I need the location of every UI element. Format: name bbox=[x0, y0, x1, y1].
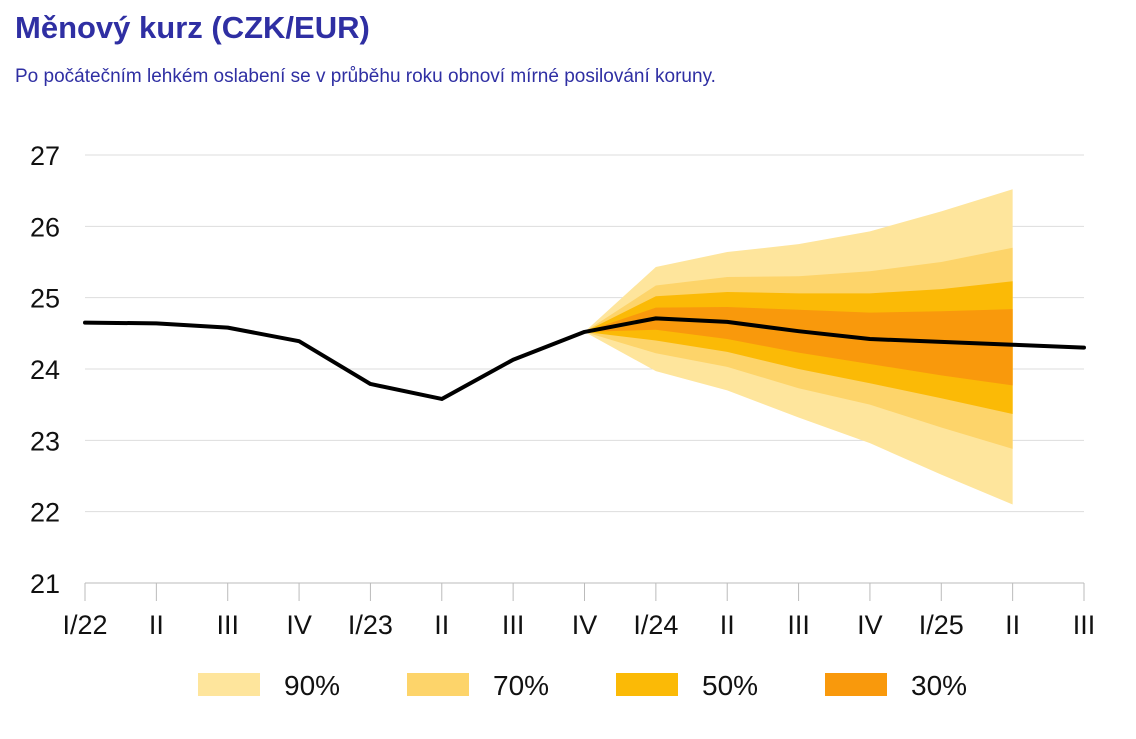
chart-subtitle: Po počátečním lehkém oslabení se v průbě… bbox=[15, 66, 716, 87]
x-tick-label: III bbox=[787, 610, 810, 640]
y-tick-label: 21 bbox=[30, 569, 60, 599]
x-tick-label: II bbox=[1005, 610, 1020, 640]
legend-label: 90% bbox=[284, 670, 340, 701]
y-tick-label: 24 bbox=[30, 355, 60, 385]
x-tick-label: I/24 bbox=[633, 610, 678, 640]
x-tick-label: II bbox=[149, 610, 164, 640]
x-tick-label: IV bbox=[857, 610, 883, 640]
legend-label: 70% bbox=[493, 670, 549, 701]
x-tick-label: III bbox=[216, 610, 239, 640]
x-tick-label: I/23 bbox=[348, 610, 393, 640]
y-tick-label: 27 bbox=[30, 141, 60, 171]
legend-label: 30% bbox=[911, 670, 967, 701]
chart-title: Měnový kurz (CZK/EUR) bbox=[15, 10, 370, 45]
legend: 90% 70% 50% 30% bbox=[198, 670, 967, 701]
y-tick-label: 22 bbox=[30, 498, 60, 528]
series-lines bbox=[83, 316, 1086, 401]
y-tick-label: 23 bbox=[30, 426, 60, 456]
legend-swatch bbox=[825, 673, 887, 696]
x-tick-label: IV bbox=[572, 610, 598, 640]
x-tick-label: III bbox=[1073, 610, 1096, 640]
legend-swatch bbox=[616, 673, 678, 696]
x-tick-label: IV bbox=[286, 610, 312, 640]
x-tick-label: II bbox=[720, 610, 735, 640]
legend-swatch bbox=[407, 673, 469, 696]
x-tick-label: I/25 bbox=[919, 610, 964, 640]
legend-label: 50% bbox=[702, 670, 758, 701]
x-tick-label: II bbox=[434, 610, 449, 640]
legend-swatch bbox=[198, 673, 260, 696]
fan-band-30pct bbox=[584, 306, 1013, 386]
y-tick-label: 25 bbox=[30, 284, 60, 314]
x-tick-label: I/22 bbox=[62, 610, 107, 640]
x-tick-label: III bbox=[502, 610, 525, 640]
y-tick-label: 26 bbox=[30, 212, 60, 242]
fan-bands bbox=[584, 189, 1013, 505]
